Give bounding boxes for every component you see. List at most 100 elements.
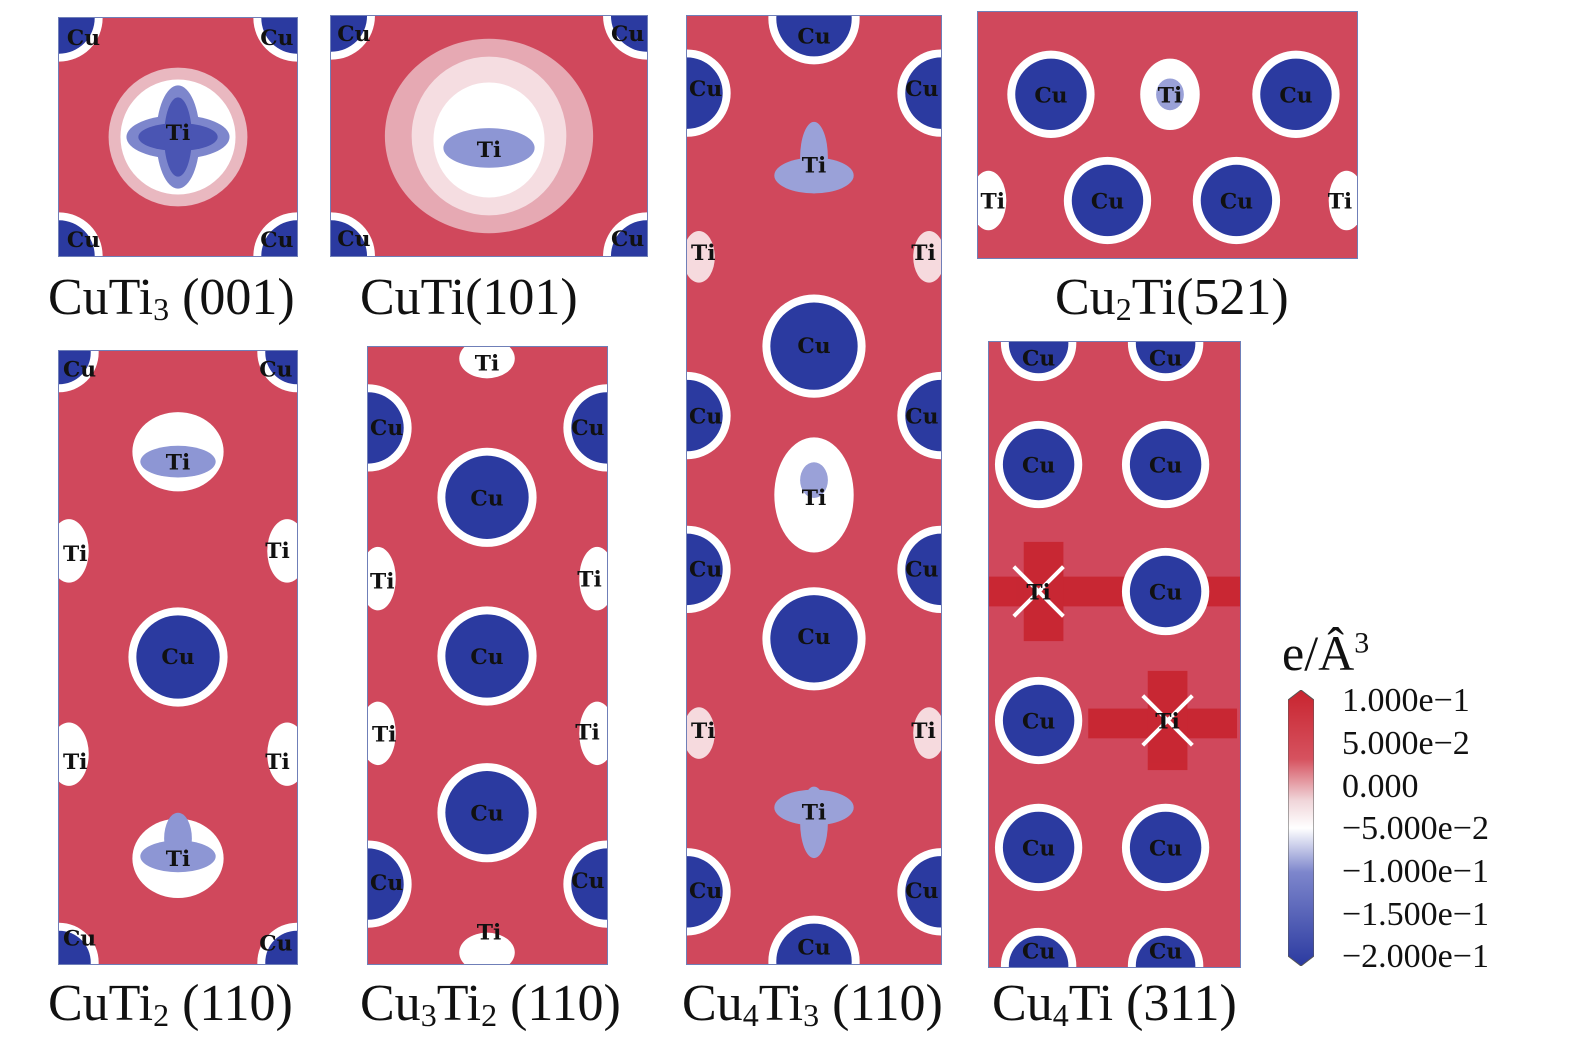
atom-cu: Cu: [1149, 940, 1182, 965]
caption-formula-mid: Ti: [1131, 269, 1177, 326]
atom-ti: Ti: [691, 719, 716, 744]
caption-formula: Cu: [360, 975, 421, 1032]
colorbar-title: e/Â3: [1282, 628, 1369, 678]
atom-cu: Cu: [1034, 83, 1067, 108]
atom-cu: Cu: [1091, 189, 1124, 214]
colorbar-tick-label: 1.000e−1: [1342, 682, 1470, 719]
caption-subscript: 4: [1052, 997, 1069, 1033]
caption-cuti2-110: CuTi2 (110): [48, 975, 293, 1033]
caption-formula: CuTi: [48, 975, 154, 1032]
atom-cu: Cu: [1149, 580, 1182, 605]
caption-formula: CuTi: [360, 269, 466, 326]
atom-cu: Cu: [689, 405, 722, 430]
atom-cu: Cu: [905, 879, 938, 904]
colorbar-tick-label: −1.000e−1: [1342, 853, 1489, 890]
density-map-cu4ti: Cu Cu Cu Cu Ti Cu Cu Ti Cu Cu Cu Cu: [989, 342, 1240, 967]
atom-cu: Cu: [1022, 453, 1055, 478]
caption-formula: Cu: [1055, 269, 1116, 326]
caption-formula-mid: Ti: [758, 975, 804, 1032]
colorbar-tick-label: 5.000e−2: [1342, 725, 1470, 762]
atom-ti: Ti: [911, 719, 936, 744]
atom-cu: Cu: [1022, 346, 1055, 371]
atom-cu: Cu: [797, 625, 830, 650]
caption-cu4ti3-110: Cu4Ti3 (110): [682, 975, 943, 1033]
density-map-cu3ti2: Ti Cu Cu Cu Ti Ti Cu Ti Ti Cu Cu Cu Ti: [368, 347, 607, 964]
atom-cu: Cu: [470, 486, 503, 511]
density-map-cu2ti: Cu Ti Cu Ti Cu Cu Ti: [978, 50, 1357, 245]
atom-cu: Cu: [611, 227, 644, 252]
caption-cuti3-001: CuTi3 (001): [48, 269, 295, 327]
atom-cu: Cu: [797, 935, 830, 960]
caption-subscript: 2: [481, 997, 498, 1033]
panel-cu2ti-521: Cu Ti Cu Ti Cu Cu Ti: [977, 11, 1358, 259]
density-map-cu4ti3: Cu Cu Cu Ti Ti Ti Cu Cu Cu Ti Cu Cu Cu T…: [687, 16, 941, 964]
atom-cu: Cu: [1022, 709, 1055, 734]
atom-ti: Ti: [477, 921, 502, 946]
atom-cu: Cu: [337, 22, 370, 47]
caption-formula: CuTi: [48, 269, 154, 326]
atom-cu: Cu: [1149, 346, 1182, 371]
caption-subscript: 2: [153, 997, 170, 1033]
caption-subscript: 3: [153, 291, 170, 327]
caption-plane: (101): [465, 269, 578, 326]
atom-ti: Ti: [802, 486, 827, 511]
caption-subscript: 4: [742, 997, 759, 1033]
atom-cu: Cu: [1279, 83, 1312, 108]
caption-formula: Cu: [682, 975, 743, 1032]
colorbar-tick-label: −5.000e−2: [1342, 810, 1489, 847]
caption-subscript: 3: [420, 997, 437, 1033]
caption-formula-mid: Ti: [436, 975, 482, 1032]
colorbar-tick-label: −1.500e−1: [1342, 896, 1489, 933]
atom-cu: Cu: [1022, 940, 1055, 965]
atom-cu: Cu: [63, 357, 96, 382]
atom-ti: Ti: [63, 750, 88, 775]
caption-cuti-101: CuTi(101): [360, 272, 578, 324]
atom-ti: Ti: [691, 241, 716, 266]
atom-ti: Ti: [911, 241, 936, 266]
atom-cu: Cu: [470, 645, 503, 670]
colorbar-unit: e/Â: [1282, 625, 1355, 681]
atom-cu: Cu: [1149, 453, 1182, 478]
atom-cu: Cu: [571, 416, 604, 441]
panel-cuti2-110: Cu Cu Ti Ti Ti Cu Ti Ti Ti Cu Cu: [58, 350, 298, 965]
caption-subscript: 2: [1115, 291, 1132, 327]
atom-cu: Cu: [689, 77, 722, 102]
caption-plane: (110): [510, 975, 621, 1032]
atom-ti: Ti: [265, 750, 290, 775]
caption-cu4ti-311: Cu4Ti (311): [992, 978, 1237, 1033]
atom-ti: Ti: [477, 138, 502, 163]
atom-cu: Cu: [611, 22, 644, 47]
atom-cu: Cu: [797, 334, 830, 359]
atom-cu: Cu: [260, 228, 293, 253]
density-map-cuti2: Cu Cu Ti Ti Ti Cu Ti Ti Ti Cu Cu: [59, 351, 297, 964]
caption-plane: (110): [832, 975, 943, 1032]
atom-ti: Ti: [802, 154, 827, 179]
atom-cu: Cu: [905, 405, 938, 430]
atom-cu: Cu: [689, 557, 722, 582]
density-map-cuti: Ti Cu Cu Cu Cu: [331, 16, 647, 256]
atom-cu: Cu: [905, 557, 938, 582]
atom-cu: Cu: [63, 927, 96, 952]
atom-cu: Cu: [161, 645, 194, 670]
atom-cu: Cu: [337, 227, 370, 252]
caption-subscript: 3: [803, 997, 820, 1033]
atom-cu: Cu: [797, 25, 830, 50]
panel-cu4ti3-110: Cu Cu Cu Ti Ti Ti Cu Cu Cu Ti Cu Cu Cu T…: [686, 15, 942, 965]
atom-cu: Cu: [259, 357, 292, 382]
panel-cu4ti-311: Cu Cu Cu Cu Ti Cu Cu Ti Cu Cu Cu Cu: [988, 341, 1241, 968]
atom-ti: Ti: [1158, 83, 1183, 108]
caption-cu3ti2-110: Cu3Ti2 (110): [360, 975, 621, 1033]
atom-ti: Ti: [802, 800, 827, 825]
atom-cu: Cu: [470, 802, 503, 827]
caption-plane: (001): [182, 269, 295, 326]
atom-ti: Ti: [475, 351, 500, 376]
atom-ti: Ti: [63, 542, 88, 567]
colorbar-unit-exponent: 3: [1354, 626, 1370, 660]
atom-ti: Ti: [166, 121, 191, 146]
atom-cu: Cu: [1149, 836, 1182, 861]
atom-cu: Cu: [260, 26, 293, 51]
atom-cu: Cu: [571, 869, 604, 894]
atom-ti: Ti: [166, 451, 191, 476]
panel-cuti-101: Ti Cu Cu Cu Cu: [330, 15, 648, 257]
panel-cuti3-001: Ti Cu Cu Cu Cu: [58, 17, 298, 257]
